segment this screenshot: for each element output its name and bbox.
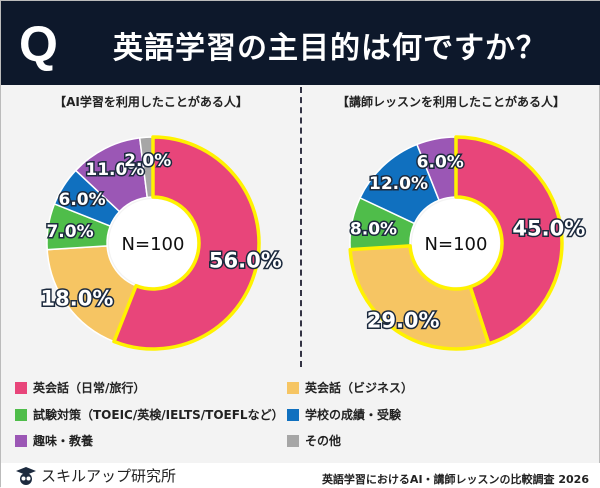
left-chart-title: 【AI学習を利用したことがある人】 bbox=[54, 95, 248, 109]
highlight-outline bbox=[112, 135, 261, 351]
data-label: 8.0% bbox=[350, 219, 397, 239]
data-label: 18.0% bbox=[41, 286, 114, 310]
donut-hole bbox=[109, 199, 197, 287]
center-label: N=100 bbox=[425, 234, 488, 255]
donut-hole bbox=[412, 199, 500, 287]
legend-swatch bbox=[15, 434, 27, 447]
data-label: 12.0% bbox=[369, 174, 428, 194]
highlight-outline bbox=[348, 244, 491, 351]
legend-item: 試験対策（TOEIC/英検/IELTS/TOEFLなど） bbox=[15, 406, 284, 423]
legend-item: 学校の成績・受験 bbox=[287, 406, 401, 423]
page-title: 英語学習の主目的は何ですか？ bbox=[113, 31, 547, 66]
data-label: 6.0% bbox=[417, 152, 464, 172]
q-mark: Q bbox=[19, 16, 58, 72]
data-label: 29.0% bbox=[367, 309, 440, 333]
legend-swatch bbox=[287, 381, 299, 394]
data-label: 45.0% bbox=[512, 216, 585, 240]
data-label: 7.0% bbox=[46, 222, 93, 242]
center-label: N=100 bbox=[122, 234, 185, 255]
legend-item: 英会話（ビジネス） bbox=[287, 379, 413, 396]
data-label: 6.0% bbox=[58, 190, 105, 210]
data-label: 2.0% bbox=[124, 151, 171, 171]
footer bbox=[1, 463, 600, 488]
legend-swatch bbox=[287, 434, 299, 447]
legend-item: 英会話（日常/旅行） bbox=[15, 379, 145, 396]
legend-item: 趣味・教養 bbox=[15, 432, 93, 449]
donut-charts: N=100 56.0% 18.0% 7.0% 6.0% 11.0%2.0% N=100 45.… bbox=[39, 135, 587, 351]
highlight-outline bbox=[454, 135, 564, 346]
legend-swatch bbox=[287, 408, 299, 421]
survey-caption: 英語学習におけるAI・講師レッスンの比較調査 2026 bbox=[321, 473, 589, 486]
legend-swatch bbox=[15, 381, 27, 394]
owl-graduate-icon bbox=[16, 466, 36, 485]
header: Q 英語学習の主目的は何ですか？ bbox=[1, 1, 600, 85]
data-label: 11.0% bbox=[85, 160, 144, 180]
right-chart-title: 【講師レッスンを利用したことがある人】 bbox=[336, 95, 565, 109]
divider bbox=[300, 87, 302, 367]
legend-item: その他 bbox=[287, 432, 341, 449]
data-label: 56.0% bbox=[209, 249, 282, 273]
brand-logo: スキルアップ研究所 bbox=[15, 465, 176, 486]
legend-swatch bbox=[15, 408, 27, 421]
